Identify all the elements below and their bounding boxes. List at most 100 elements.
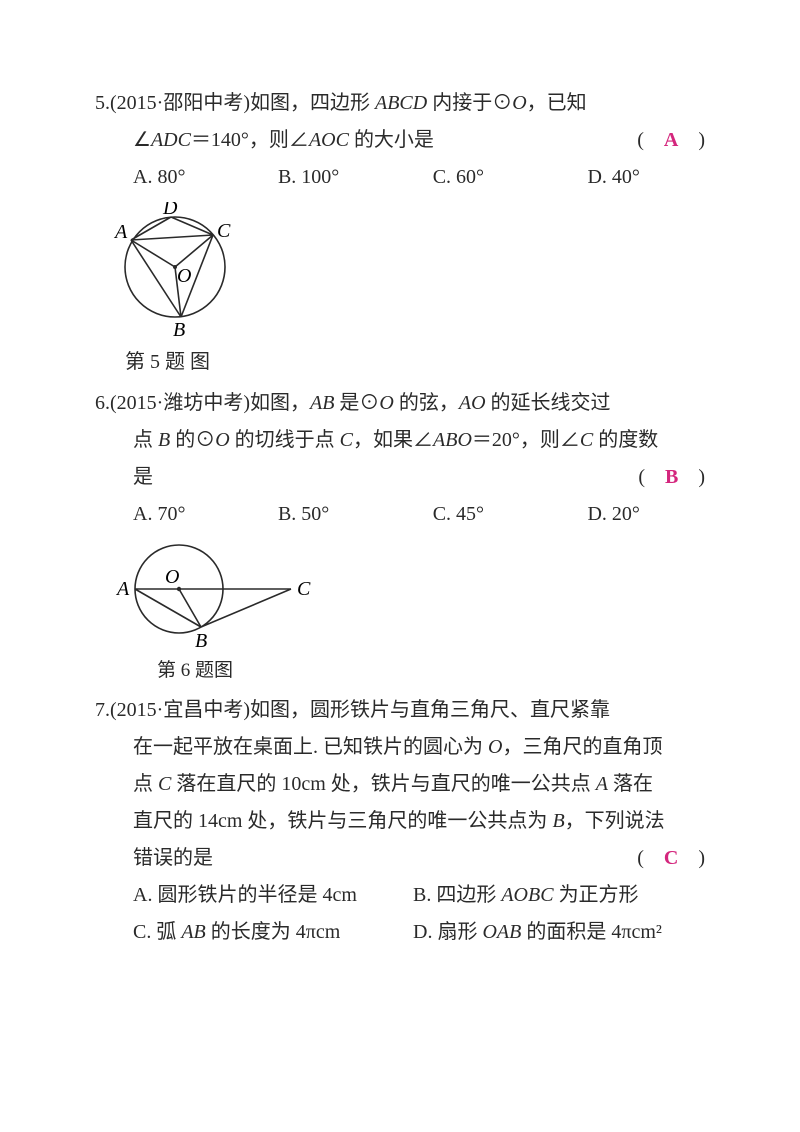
q5-text2: 内接于⊙	[427, 92, 512, 114]
svg-text:O: O	[177, 265, 191, 287]
q5-svg: A D C B O	[105, 202, 255, 342]
q6-source: (2015·潍坊中考)	[110, 392, 250, 414]
q6-text2: 是⊙	[334, 392, 379, 414]
svg-text:B: B	[195, 630, 207, 651]
q6-num: 6.	[95, 392, 110, 414]
q6-l2d: ，如果∠	[353, 429, 433, 451]
q5-text1: 如图，四边形	[250, 92, 375, 114]
q7-l5: 错误的是	[133, 847, 213, 869]
q5-l2b: 的大小是	[349, 129, 434, 151]
q7-opt-d-post: 的面积是 4πcm²	[521, 921, 662, 943]
svg-text:C: C	[297, 578, 311, 600]
q7-line5: 错误的是 ( C )	[95, 840, 705, 877]
q7-line3: 点 C 落在直尺的 10cm 处，铁片与直尺的唯一公共点 A 落在	[95, 766, 705, 803]
q7-line4: 直尺的 14cm 处，铁片与三角尺的唯一公共点为 B，下列说法	[95, 803, 705, 840]
q7-opt-b: B. 四边形 AOBC 为正方形	[413, 877, 693, 914]
q6-text3: 的弦，	[394, 392, 459, 414]
q5-num: 5.	[95, 92, 110, 114]
q5-l2a: ∠	[133, 129, 151, 151]
svg-text:B: B	[173, 319, 185, 341]
q7-options-row2: C. 弧 AB 的长度为 4πcm D. 扇形 OAB 的面积是 4πcm²	[95, 914, 705, 951]
q6-O2: O	[215, 429, 229, 451]
q7-opt-c-i: AB	[181, 921, 205, 943]
q5-options: A. 80° B. 100° C. 60° D. 40°	[95, 159, 705, 196]
q6-line1: 6.(2015·潍坊中考)如图，AB 是⊙O 的弦，AO 的延长线交过	[95, 385, 705, 422]
q6-AB: AB	[310, 392, 334, 414]
q5-opt-c: C. 60°	[433, 159, 588, 196]
q7-l2b: ，三角尺的直角顶	[502, 736, 662, 758]
q6-opt-d: D. 20°	[587, 496, 705, 533]
q7-l3b: 落在直尺的 10cm 处，铁片与直尺的唯一公共点	[171, 773, 595, 795]
problem-5: 5.(2015·邵阳中考)如图，四边形 ABCD 内接于⊙O，已知 ∠ADC＝1…	[95, 85, 705, 381]
q7-opt-b-post: 为正方形	[554, 884, 639, 906]
q6-text4: 的延长线交过	[486, 392, 611, 414]
q5-eq: ＝140°，则∠	[191, 129, 309, 151]
q6-line3: 是 ( B )	[95, 459, 705, 496]
q7-l4a: 直尺的 14cm 处，铁片与三角尺的唯一公共点为	[133, 810, 552, 832]
q7-answer: C	[664, 847, 678, 869]
q5-opt-a: A. 80°	[133, 159, 278, 196]
q7-C: C	[158, 773, 171, 795]
q5-opt-b: B. 100°	[278, 159, 433, 196]
q6-AO: AO	[459, 392, 486, 414]
q6-l2c: 的切线于点	[230, 429, 340, 451]
q6-l2f: 的度数	[593, 429, 658, 451]
problem-7: 7.(2015·宜昌中考)如图，圆形铁片与直角三角尺、直尺紧靠 在一起平放在桌面…	[95, 692, 705, 951]
q7-opt-d: D. 扇形 OAB 的面积是 4πcm²	[413, 914, 693, 951]
q6-caption: 第 6 题图	[95, 653, 705, 688]
q7-l3c: 落在	[608, 773, 653, 795]
q5-answer: A	[664, 129, 678, 151]
q7-text1: 如图，圆形铁片与直角三角尺、直尺紧靠	[250, 699, 610, 721]
q7-answer-wrap: ( C )	[637, 840, 705, 877]
q6-opt-b: B. 50°	[278, 496, 433, 533]
q6-answer-wrap: ( B )	[638, 459, 705, 496]
q6-line2: 点 B 的⊙O 的切线于点 C，如果∠ABO＝20°，则∠C 的度数	[95, 422, 705, 459]
q6-l2a: 点	[133, 429, 158, 451]
q7-B: B	[552, 810, 564, 832]
svg-text:O: O	[165, 566, 179, 588]
problem-6: 6.(2015·潍坊中考)如图，AB 是⊙O 的弦，AO 的延长线交过 点 B …	[95, 385, 705, 688]
q6-opt-c: C. 45°	[433, 496, 588, 533]
q7-opt-a: A. 圆形铁片的半径是 4cm	[133, 877, 413, 914]
q6-l3: 是	[133, 466, 153, 488]
q7-opt-d-i: OAB	[482, 921, 521, 943]
svg-text:A: A	[113, 221, 128, 243]
q7-opt-b-pre: B. 四边形	[413, 884, 501, 906]
q5-answer-wrap: ( A )	[637, 122, 705, 159]
q7-line2: 在一起平放在桌面上. 已知铁片的圆心为 O，三角尺的直角顶	[95, 729, 705, 766]
q6-B: B	[158, 429, 170, 451]
q5-adc: ADC	[151, 129, 191, 151]
q6-opt-a: A. 70°	[133, 496, 278, 533]
q6-C: C	[340, 429, 353, 451]
q7-l2: 在一起平放在桌面上. 已知铁片的圆心为	[133, 736, 488, 758]
q7-opt-c-post: 的长度为 4πcm	[206, 921, 341, 943]
q5-abcd: ABCD	[375, 92, 427, 114]
q6-svg: A O B C	[111, 539, 321, 651]
q6-options: A. 70° B. 50° C. 45° D. 20°	[95, 496, 705, 533]
q5-opt-d: D. 40°	[587, 159, 705, 196]
q7-opt-b-i: AOBC	[501, 884, 553, 906]
q7-O: O	[488, 736, 502, 758]
q5-line2: ∠ADC＝140°，则∠AOC 的大小是 ( A )	[95, 122, 705, 159]
q5-O: O	[512, 92, 526, 114]
q7-opt-c: C. 弧 AB 的长度为 4πcm	[133, 914, 413, 951]
svg-text:A: A	[115, 578, 130, 600]
q6-l2b: 的⊙	[170, 429, 215, 451]
q7-l4b: ，下列说法	[565, 810, 665, 832]
q7-l3a: 点	[133, 773, 158, 795]
q6-answer: B	[665, 466, 678, 488]
q5-source: (2015·邵阳中考)	[110, 92, 250, 114]
q5-figure: A D C B O	[95, 202, 705, 342]
q7-line1: 7.(2015·宜昌中考)如图，圆形铁片与直角三角尺、直尺紧靠	[95, 692, 705, 729]
q6-C2: C	[580, 429, 593, 451]
q5-line1: 5.(2015·邵阳中考)如图，四边形 ABCD 内接于⊙O，已知	[95, 85, 705, 122]
q6-text1: 如图，	[250, 392, 310, 414]
q6-O: O	[379, 392, 393, 414]
q6-l2e: ＝20°，则∠	[472, 429, 580, 451]
q7-source: (2015·宜昌中考)	[110, 699, 250, 721]
q7-opt-a-text: 圆形铁片的半径是 4cm	[157, 884, 356, 906]
q6-ABO: ABO	[433, 429, 472, 451]
q5-text3: ，已知	[527, 92, 587, 114]
q7-opt-c-pre: C. 弧	[133, 921, 181, 943]
svg-text:D: D	[162, 202, 178, 219]
